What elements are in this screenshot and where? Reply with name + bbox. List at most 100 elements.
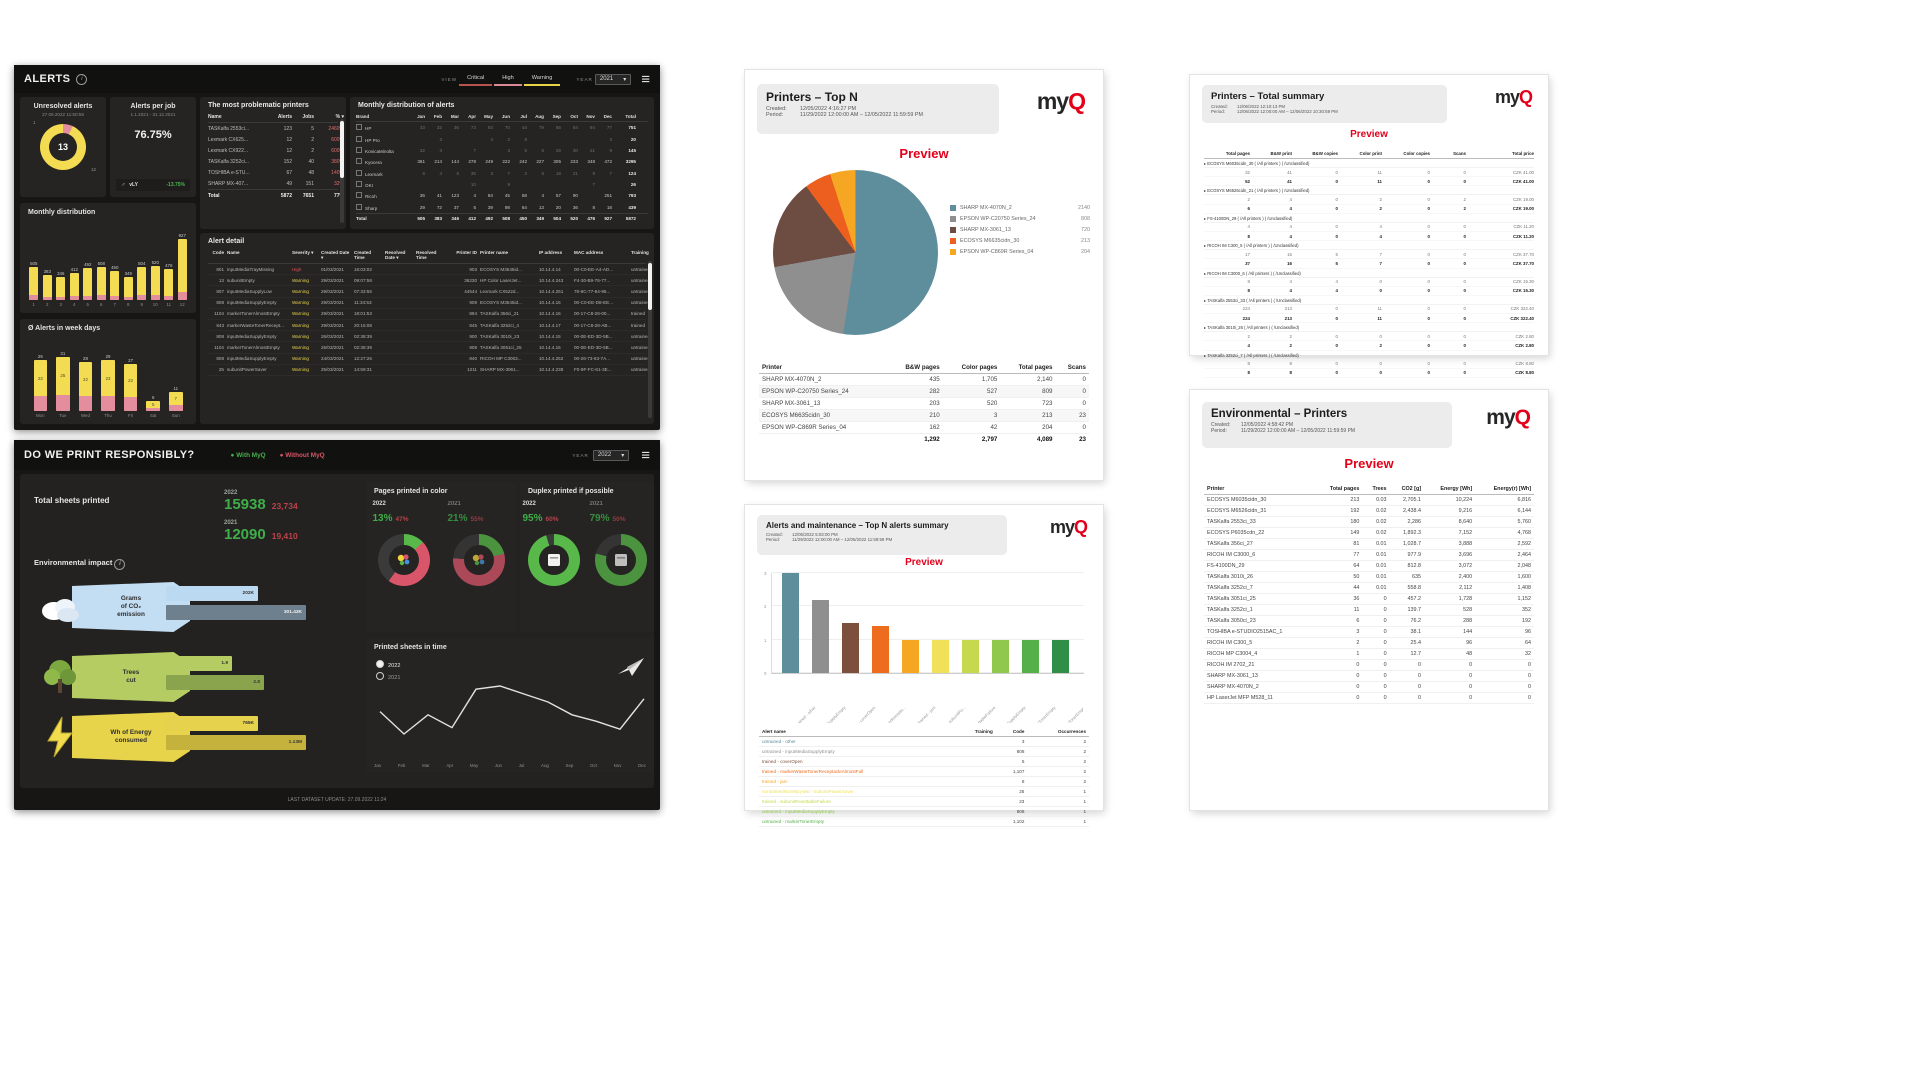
column-header[interactable]: Code <box>212 250 224 255</box>
bar[interactable] <box>902 639 919 673</box>
info-icon[interactable]: i <box>114 558 126 570</box>
expand-icon[interactable] <box>356 169 362 176</box>
column-header[interactable]: Aug <box>535 114 544 119</box>
view-option-critical[interactable]: Critical <box>459 73 493 86</box>
bar[interactable] <box>110 270 120 300</box>
column-header[interactable]: MAC address <box>574 250 604 255</box>
bar[interactable] <box>177 239 187 300</box>
table-row[interactable]: KonicaMinolta 32 3 7 3 5 6 29 30 21 9 145 <box>356 145 648 156</box>
bar[interactable] <box>56 277 66 300</box>
table-row[interactable]: Lexmark CX922... 12 2 600% <box>208 145 344 156</box>
bar[interactable] <box>932 639 949 673</box>
table-row[interactable]: 808 inputMediaSupplyEmpty Warning 29/03/202… <box>208 298 650 309</box>
column-header[interactable]: Feb <box>433 114 442 119</box>
bar[interactable] <box>42 274 52 300</box>
bar[interactable]: 23 <box>33 360 48 411</box>
bar[interactable] <box>29 266 39 300</box>
column-header[interactable]: Alerts <box>277 114 292 120</box>
column-header[interactable]: IP address <box>539 250 563 255</box>
view-option-high[interactable]: High <box>494 73 522 86</box>
table-row[interactable]: Sharp 29 72 37 5 39 98 64 13 20 36 8 18 439 <box>356 202 648 213</box>
bar[interactable] <box>150 265 160 300</box>
table-total-row[interactable]: Total 505 383 346 412 492 508 450 349 504 520 476 92… <box>356 213 648 223</box>
bar[interactable] <box>1052 639 1069 673</box>
column-header[interactable]: Severity ▾ <box>292 250 314 255</box>
expand-icon[interactable] <box>356 124 362 131</box>
bar[interactable] <box>992 639 1009 673</box>
table-row[interactable]: 801 inputMediaTrayMissing High 01/03/2021 16… <box>208 264 650 276</box>
column-header[interactable]: May <box>484 114 493 119</box>
bar[interactable] <box>842 623 859 673</box>
table-row[interactable]: 1104 markerTonerAlmostEmpty Warning 26/03/2… <box>208 342 650 354</box>
bar[interactable]: 23 <box>101 360 115 411</box>
group-header-row[interactable]: ▸ TASKalfa 3010i_26 ( /All printers ) ( … <box>1204 323 1534 333</box>
column-header[interactable]: Name <box>208 114 222 120</box>
bar[interactable] <box>1022 639 1039 673</box>
table-row[interactable]: Ricoh 36 41 123 4 84 45 58 4 57 90 251 793 <box>356 190 648 201</box>
bar[interactable]: 22 <box>78 362 93 411</box>
expand-icon[interactable] <box>356 158 362 165</box>
table-row[interactable]: TOSHIBA e-STU... 67 48 140% <box>208 167 344 178</box>
column-header[interactable]: Nov <box>586 114 595 119</box>
column-header[interactable]: Resolved Time <box>416 250 437 260</box>
column-header[interactable]: Printer ID <box>456 250 477 255</box>
column-header[interactable]: Printer name <box>480 250 509 255</box>
column-header[interactable]: Oct <box>570 114 578 119</box>
radio-2022[interactable]: 2022 <box>376 660 400 669</box>
column-header[interactable]: Jobs <box>302 114 314 120</box>
expand-icon[interactable] <box>356 203 362 210</box>
table-row[interactable]: SHARP MX-407... 49 151 32% <box>208 178 344 189</box>
table-row[interactable]: 807 inputMediaSupplyLow Warning 29/03/2021 0… <box>208 286 650 298</box>
bar[interactable] <box>812 599 829 673</box>
year-select[interactable]: 2022 ▾ <box>592 449 630 461</box>
column-header[interactable]: Apr <box>468 114 476 119</box>
column-header[interactable]: Total <box>625 114 636 119</box>
bar[interactable] <box>164 268 174 300</box>
group-header-row[interactable]: ▸ RICOH IM C3000_6 ( /All printers ) ( /… <box>1204 269 1534 278</box>
bar[interactable] <box>96 266 106 300</box>
group-header-row[interactable]: ▸ FS-4100DN_29 ( /All printers ) ( /Uncl… <box>1204 214 1534 223</box>
bar[interactable] <box>872 626 889 673</box>
table-row[interactable]: Kyocera 361 214 144 278 249 222 242 227 305 233 348… <box>356 156 648 167</box>
bar[interactable]: 25 <box>56 357 70 411</box>
scrollbar[interactable] <box>648 261 652 418</box>
column-header[interactable]: Jul <box>520 114 527 119</box>
table-row[interactable]: 13 subunitEmpty Warning 29/03/2021 09:07:58 3… <box>208 275 650 287</box>
bar[interactable] <box>69 273 79 300</box>
group-header-row[interactable]: ▸ ECOSYS M6526cidn_21 ( /All printers ) … <box>1204 186 1534 196</box>
table-row[interactable]: HP 33 32 36 73 93 70 44 79 56 64 94 77 751 <box>356 122 648 133</box>
table-row[interactable]: 25 subunitPowerSaver Warning 25/03/2021 14:5… <box>208 365 650 376</box>
group-header-row[interactable]: ▸ TASKalfa 2553ci_33 ( /All printers ) (… <box>1204 296 1534 305</box>
column-header[interactable]: Resolved Date ▾ <box>385 250 406 260</box>
expand-icon[interactable] <box>356 181 362 188</box>
column-header[interactable]: Created Date ▾ <box>321 250 350 260</box>
bar[interactable]: 22 <box>123 363 138 411</box>
table-row[interactable]: TASKalfa 3252ci... 152 40 380% <box>208 156 344 167</box>
table-row[interactable]: 843 markerWasteTonerRecept... Warning 29/03… <box>208 320 646 332</box>
table-row[interactable]: 808 inputMediaSupplyEmpty Warning 24/03/202… <box>208 354 650 365</box>
table-row[interactable]: OKI 10 9 7 26 <box>356 179 648 190</box>
bar[interactable] <box>962 639 979 673</box>
table-row[interactable]: Lexmark CX625... 12 2 600% <box>208 134 344 145</box>
column-header[interactable]: Dec <box>603 114 612 119</box>
scrollbar[interactable] <box>340 119 344 223</box>
expand-icon[interactable] <box>356 192 362 199</box>
bar[interactable]: 5 <box>146 400 160 411</box>
bar[interactable]: 7 <box>168 391 183 411</box>
table-row[interactable]: 808 inputMediaSupplyEmpty Warning 26/03/202… <box>208 331 650 343</box>
column-header[interactable]: % ▾ <box>335 114 344 120</box>
column-header[interactable]: Created Time <box>354 250 372 260</box>
group-header-row[interactable]: ▸ RICOH IM C300_5 ( /All printers ) ( /U… <box>1204 241 1534 251</box>
group-header-row[interactable]: ▸ ECOSYS M6035cidn_30 ( /All printers ) … <box>1204 159 1534 168</box>
info-icon[interactable]: i <box>76 73 88 85</box>
column-header[interactable]: Mar <box>450 114 459 119</box>
column-header[interactable]: Name <box>227 250 240 255</box>
column-header[interactable]: Jun <box>501 114 510 119</box>
menu-icon[interactable]: ≡ <box>641 70 650 88</box>
radio-2021[interactable]: 2021 <box>376 672 400 681</box>
group-header-row[interactable]: ▸ TASKalfa 3252ci_7 ( /All printers ) ( … <box>1204 351 1534 360</box>
menu-icon[interactable]: ≡ <box>641 446 650 464</box>
column-header[interactable]: Training <box>631 250 649 255</box>
table-row[interactable]: Lexmark 6 4 6 35 3 7 2 6 18 21 9 7 124 <box>356 168 648 179</box>
bar[interactable] <box>123 277 133 300</box>
